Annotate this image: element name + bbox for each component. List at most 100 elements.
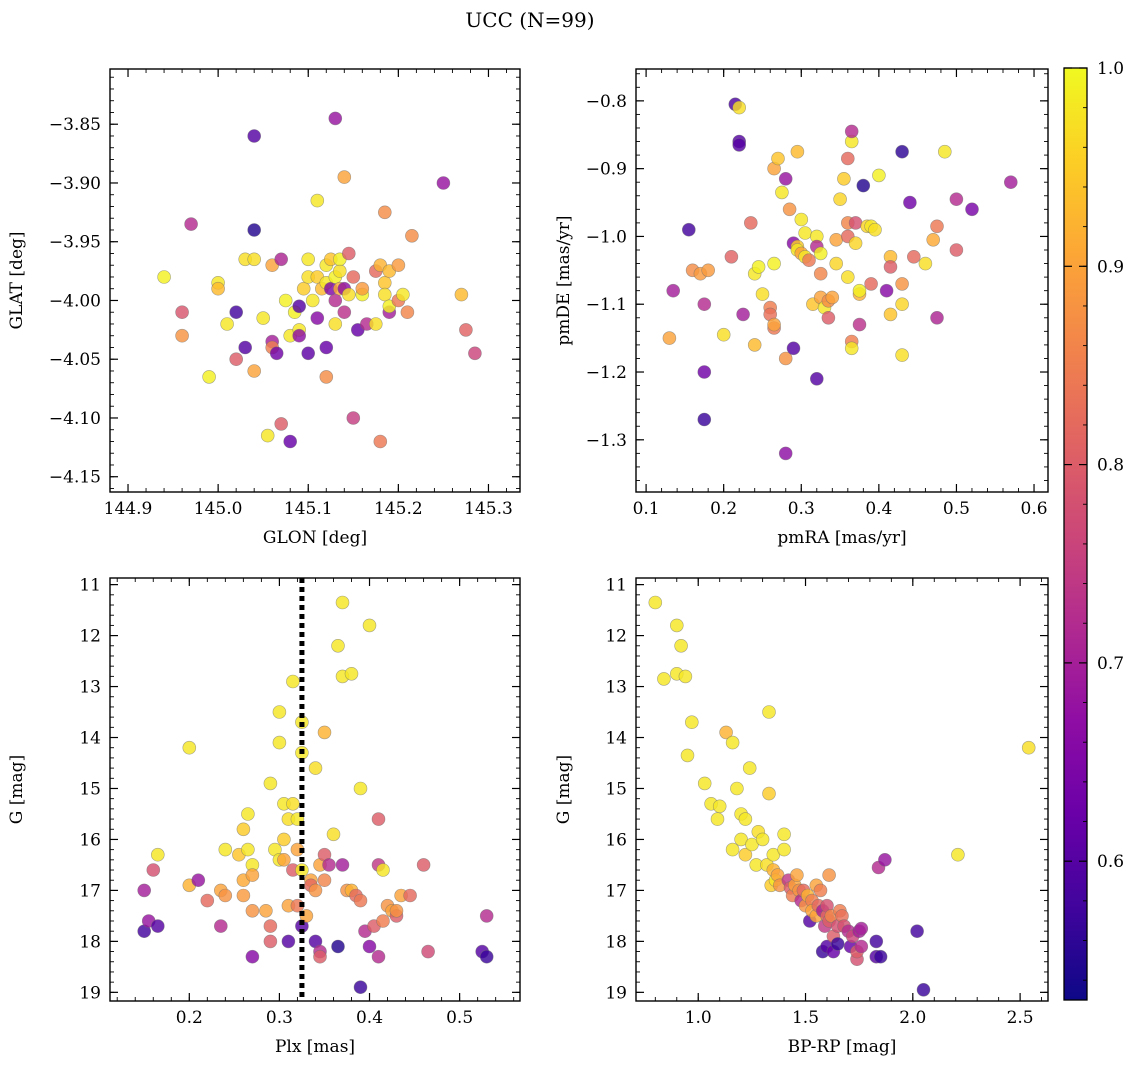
data-point xyxy=(245,903,260,918)
axes-frame xyxy=(109,577,521,1002)
data-point xyxy=(724,249,739,264)
x-tick-label: 0.6 xyxy=(1021,499,1048,519)
data-point xyxy=(236,822,251,837)
data-point xyxy=(331,638,345,653)
data-point xyxy=(137,883,151,898)
data-point xyxy=(337,170,352,184)
data-point xyxy=(236,888,251,903)
data-point xyxy=(319,370,334,384)
data-point xyxy=(362,939,377,954)
y-tick-label: −3.85 xyxy=(49,115,101,135)
data-point xyxy=(778,172,793,186)
data-point xyxy=(833,192,847,206)
data-point xyxy=(755,287,770,301)
data-point xyxy=(335,858,350,872)
data-point xyxy=(305,293,320,308)
data-point xyxy=(214,919,228,933)
data-point xyxy=(903,195,917,210)
y-tick-label: 18 xyxy=(605,932,627,952)
x-tick-label: 1.0 xyxy=(685,1008,712,1028)
data-point xyxy=(377,275,392,290)
data-point xyxy=(701,263,716,278)
data-point xyxy=(346,270,361,284)
data-point xyxy=(844,124,859,139)
data-point xyxy=(937,144,952,159)
scatter-points xyxy=(648,595,1036,997)
y-tick-label: 11 xyxy=(79,576,101,596)
data-point xyxy=(854,939,869,954)
data-point xyxy=(241,842,255,857)
colorbar-tick-label: 0.9 xyxy=(1097,257,1124,277)
y-tick-label: −3.95 xyxy=(49,233,101,253)
data-point xyxy=(344,666,359,681)
data-point xyxy=(296,281,311,296)
data-point xyxy=(341,287,356,302)
data-point xyxy=(220,317,234,331)
y-tick-label: −0.8 xyxy=(586,92,627,112)
data-point xyxy=(879,283,894,298)
data-point xyxy=(809,371,824,386)
data-point xyxy=(786,341,801,356)
data-point xyxy=(895,348,909,362)
y-tick-label: 11 xyxy=(605,576,627,596)
data-point xyxy=(454,287,469,302)
data-point xyxy=(794,212,809,227)
data-point xyxy=(837,172,851,186)
scatter-points xyxy=(662,97,1018,461)
y-tick-label: −0.9 xyxy=(586,160,627,180)
y-tick-label: 16 xyxy=(79,830,101,850)
colorbar-gradient xyxy=(1064,68,1087,1000)
data-point xyxy=(680,748,695,763)
data-point xyxy=(782,202,797,217)
y-tick-label: 17 xyxy=(79,881,101,901)
y-tick-label: −1.3 xyxy=(586,431,627,451)
data-point xyxy=(272,735,287,750)
data-point xyxy=(697,412,712,427)
data-point xyxy=(829,233,844,247)
data-point xyxy=(286,674,300,689)
data-point xyxy=(328,293,343,308)
data-point xyxy=(245,868,260,882)
data-point xyxy=(719,725,733,740)
data-point xyxy=(308,761,323,775)
data-point xyxy=(790,868,804,882)
data-point xyxy=(951,847,965,862)
data-point xyxy=(331,939,345,954)
data-point xyxy=(247,252,261,267)
data-point xyxy=(332,264,347,278)
data-point xyxy=(762,786,776,801)
data-point xyxy=(211,281,225,296)
data-point xyxy=(710,812,725,826)
data-point xyxy=(666,283,681,298)
x-tick-label: 145.2 xyxy=(374,499,423,519)
data-point xyxy=(648,595,663,610)
data-point xyxy=(263,776,278,791)
data-point xyxy=(229,305,243,320)
y-tick-label: 15 xyxy=(79,779,101,799)
data-point xyxy=(798,226,812,240)
data-point xyxy=(317,725,332,740)
data-point xyxy=(821,310,836,325)
data-point xyxy=(479,949,494,964)
data-point xyxy=(743,216,758,230)
data-point xyxy=(218,888,233,903)
data-point xyxy=(895,297,909,312)
y-tick-label: 12 xyxy=(79,627,101,647)
data-point xyxy=(873,949,888,964)
data-point xyxy=(313,949,327,964)
y-axis-label: G [mag] xyxy=(554,755,574,824)
data-point xyxy=(151,847,165,862)
data-point xyxy=(910,924,924,939)
data-point xyxy=(725,735,740,750)
data-point xyxy=(175,305,189,320)
data-point xyxy=(182,740,197,755)
data-point xyxy=(864,277,878,291)
data-point xyxy=(247,223,261,237)
data-point xyxy=(681,222,696,237)
data-point xyxy=(396,287,410,302)
data-point xyxy=(376,914,390,928)
data-point xyxy=(353,781,368,796)
data-point xyxy=(391,258,406,273)
data-point xyxy=(371,812,386,826)
colorbar-frame xyxy=(1063,67,1088,1001)
